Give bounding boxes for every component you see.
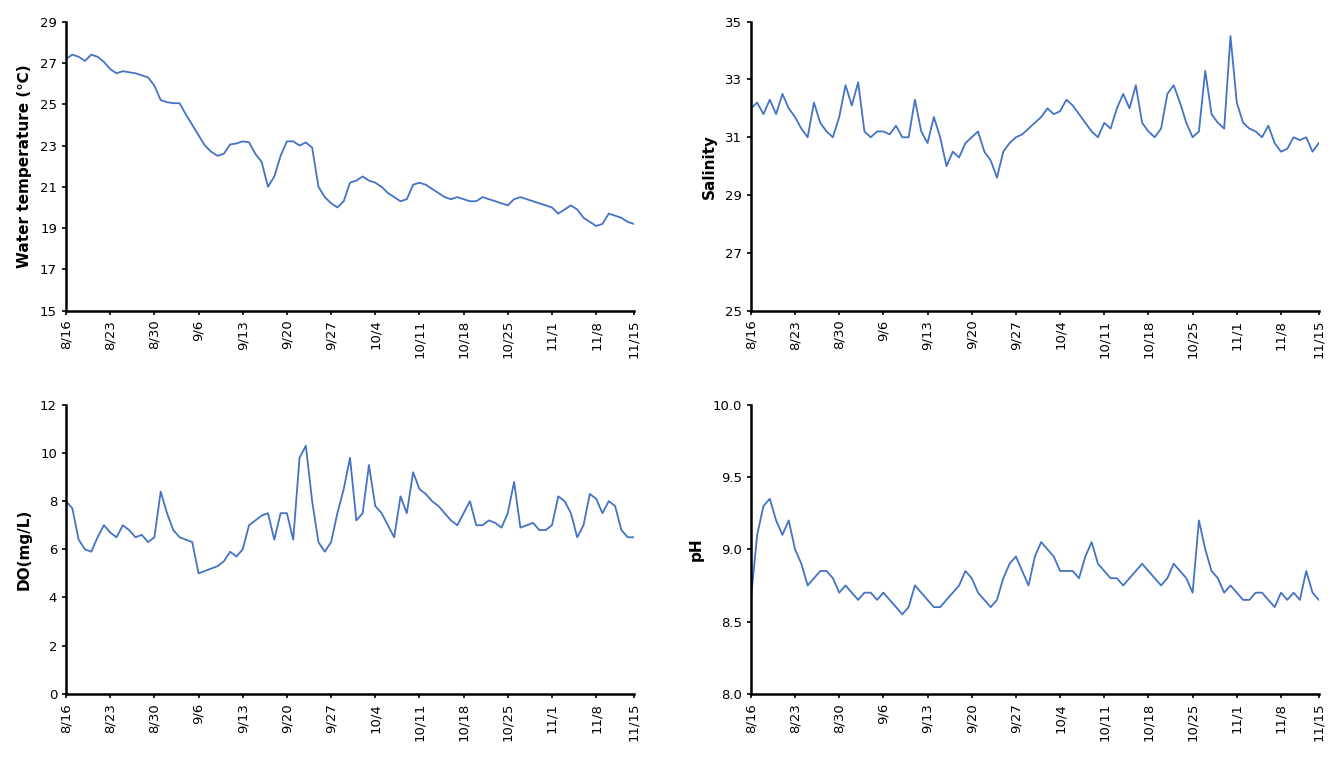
Y-axis label: DO(mg/L): DO(mg/L) bbox=[16, 509, 32, 590]
Y-axis label: Salinity: Salinity bbox=[702, 133, 717, 199]
Y-axis label: pH: pH bbox=[690, 537, 705, 561]
Y-axis label: Water temperature (℃): Water temperature (℃) bbox=[16, 64, 32, 268]
